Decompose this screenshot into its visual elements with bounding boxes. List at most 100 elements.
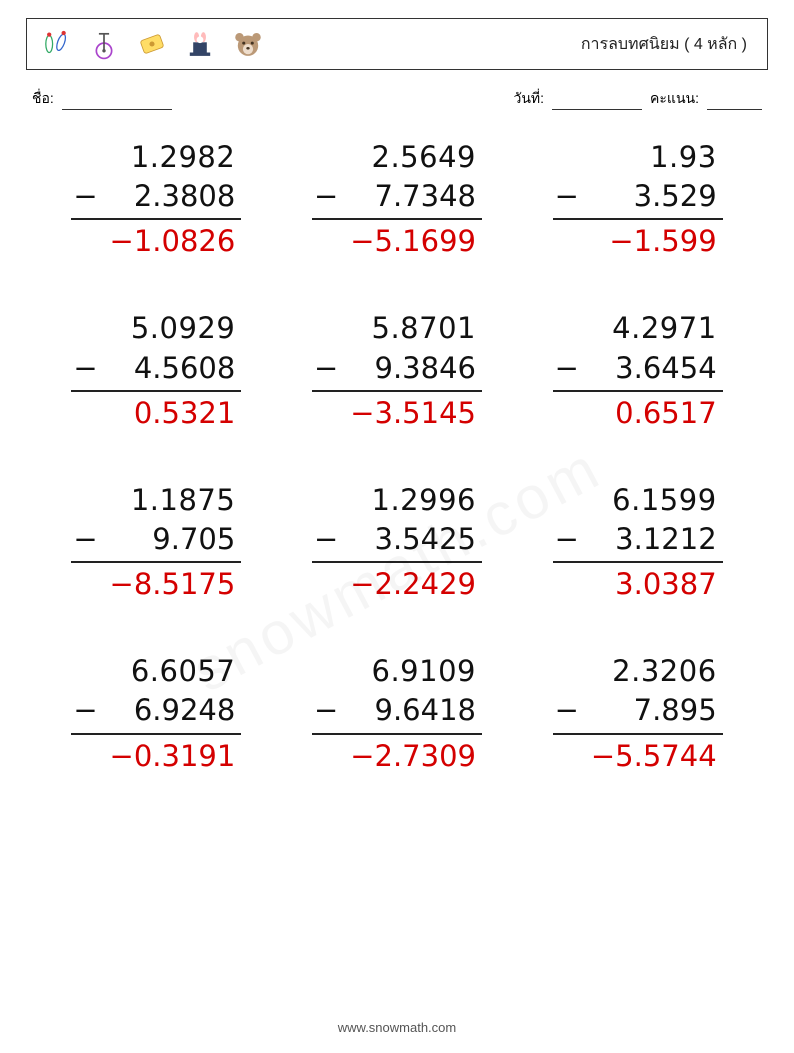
- minuend: 1.2982: [71, 138, 241, 177]
- magic-hat-icon: [181, 25, 219, 63]
- answer: −8.5175: [71, 565, 241, 604]
- subtraction-problem: 4.2971−3.6454 0.6517: [553, 309, 723, 432]
- worksheet-title: การลบทศนิยม ( 4 หลัก ): [581, 32, 747, 57]
- rule-line: [312, 218, 482, 220]
- date-label: วันที่:: [513, 88, 544, 110]
- minus-operator: −: [312, 520, 338, 559]
- minus-operator: −: [71, 177, 97, 216]
- minus-operator: −: [312, 177, 338, 216]
- rule-line: [71, 561, 241, 563]
- minuend: 2.3206: [553, 652, 723, 691]
- subtrahend: 3.529: [579, 177, 717, 216]
- name-blank[interactable]: [62, 96, 172, 110]
- subtrahend-row: −9.3846: [312, 349, 482, 388]
- minuend: 2.5649: [312, 138, 482, 177]
- minuend: 6.1599: [553, 481, 723, 520]
- subtrahend: 9.705: [98, 520, 236, 559]
- rule-line: [312, 561, 482, 563]
- minuend: 5.0929: [71, 309, 241, 348]
- subtrahend: 6.9248: [98, 691, 236, 730]
- subtraction-problem: 1.93−3.529 −1.599: [553, 138, 723, 261]
- answer: −2.7309: [312, 737, 482, 776]
- answer: −3.5145: [312, 394, 482, 433]
- subtrahend: 3.1212: [579, 520, 717, 559]
- minus-operator: −: [71, 691, 97, 730]
- minus-operator: −: [312, 349, 338, 388]
- subtraction-problem: 6.9109−9.6418 −2.7309: [312, 652, 482, 775]
- answer: 3.0387: [553, 565, 723, 604]
- rule-line: [553, 390, 723, 392]
- subtrahend: 7.895: [579, 691, 717, 730]
- subtraction-problem: 1.2996−3.5425 −2.2429: [312, 481, 482, 604]
- minus-operator: −: [553, 520, 579, 559]
- ticket-icon: [133, 25, 171, 63]
- minus-operator: −: [312, 691, 338, 730]
- minus-operator: −: [553, 177, 579, 216]
- answer: −0.3191: [71, 737, 241, 776]
- subtrahend: 9.6418: [338, 691, 476, 730]
- footer-url: www.snowmath.com: [0, 1020, 794, 1035]
- rule-line: [312, 733, 482, 735]
- subtrahend: 3.6454: [579, 349, 717, 388]
- meta-row: ชื่อ: วันที่: คะแนน:: [26, 88, 768, 110]
- name-label: ชื่อ:: [32, 88, 54, 110]
- subtrahend-row: −7.7348: [312, 177, 482, 216]
- minus-operator: −: [71, 349, 97, 388]
- subtrahend-row: −7.895: [553, 691, 723, 730]
- subtrahend-row: −3.529: [553, 177, 723, 216]
- subtraction-problem: 1.1875−9.705 −8.5175: [71, 481, 241, 604]
- date-blank[interactable]: [552, 96, 642, 110]
- subtraction-problem: 1.2982−2.3808 −1.0826: [71, 138, 241, 261]
- subtrahend: 7.7348: [338, 177, 476, 216]
- score-blank[interactable]: [707, 96, 762, 110]
- subtrahend-row: −4.5608: [71, 349, 241, 388]
- rule-line: [553, 561, 723, 563]
- minuend: 1.93: [553, 138, 723, 177]
- rule-line: [553, 733, 723, 735]
- subtrahend-row: −2.3808: [71, 177, 241, 216]
- subtraction-problem: 6.1599−3.1212 3.0387: [553, 481, 723, 604]
- subtrahend: 3.5425: [338, 520, 476, 559]
- worksheet-page: การลบทศนิยม ( 4 หลัก ) ชื่อ: วันที่: คะแ…: [0, 0, 794, 776]
- header-icons: [37, 25, 267, 63]
- rule-line: [71, 218, 241, 220]
- subtrahend: 9.3846: [338, 349, 476, 388]
- unicycle-icon: [85, 25, 123, 63]
- minuend: 1.2996: [312, 481, 482, 520]
- answer: −2.2429: [312, 565, 482, 604]
- header-bar: การลบทศนิยม ( 4 หลัก ): [26, 18, 768, 70]
- subtraction-problem: 2.3206−7.895 −5.5744: [553, 652, 723, 775]
- subtrahend-row: −3.1212: [553, 520, 723, 559]
- rule-line: [312, 390, 482, 392]
- answer: −1.599: [553, 222, 723, 261]
- subtrahend: 4.5608: [98, 349, 236, 388]
- subtrahend-row: −3.5425: [312, 520, 482, 559]
- subtrahend: 2.3808: [98, 177, 236, 216]
- subtrahend-row: −6.9248: [71, 691, 241, 730]
- minuend: 4.2971: [553, 309, 723, 348]
- answer: −5.5744: [553, 737, 723, 776]
- subtraction-problem: 6.6057−6.9248 −0.3191: [71, 652, 241, 775]
- minuend: 1.1875: [71, 481, 241, 520]
- minus-operator: −: [71, 520, 97, 559]
- subtraction-problem: 2.5649−7.7348 −5.1699: [312, 138, 482, 261]
- minuend: 6.6057: [71, 652, 241, 691]
- subtrahend-row: −3.6454: [553, 349, 723, 388]
- subtraction-problem: 5.8701−9.3846−3.5145: [312, 309, 482, 432]
- score-label: คะแนน:: [650, 88, 699, 110]
- subtrahend-row: −9.705: [71, 520, 241, 559]
- minus-operator: −: [553, 349, 579, 388]
- answer: −1.0826: [71, 222, 241, 261]
- subtrahend-row: −9.6418: [312, 691, 482, 730]
- answer: −5.1699: [312, 222, 482, 261]
- problems-grid: 1.2982−2.3808−1.08262.5649−7.7348−5.1699…: [26, 138, 768, 776]
- juggling-pins-icon: [37, 25, 75, 63]
- rule-line: [71, 390, 241, 392]
- answer: 0.6517: [553, 394, 723, 433]
- minuend: 6.9109: [312, 652, 482, 691]
- bear-icon: [229, 25, 267, 63]
- rule-line: [71, 733, 241, 735]
- rule-line: [553, 218, 723, 220]
- answer: 0.5321: [71, 394, 241, 433]
- subtraction-problem: 5.0929−4.5608 0.5321: [71, 309, 241, 432]
